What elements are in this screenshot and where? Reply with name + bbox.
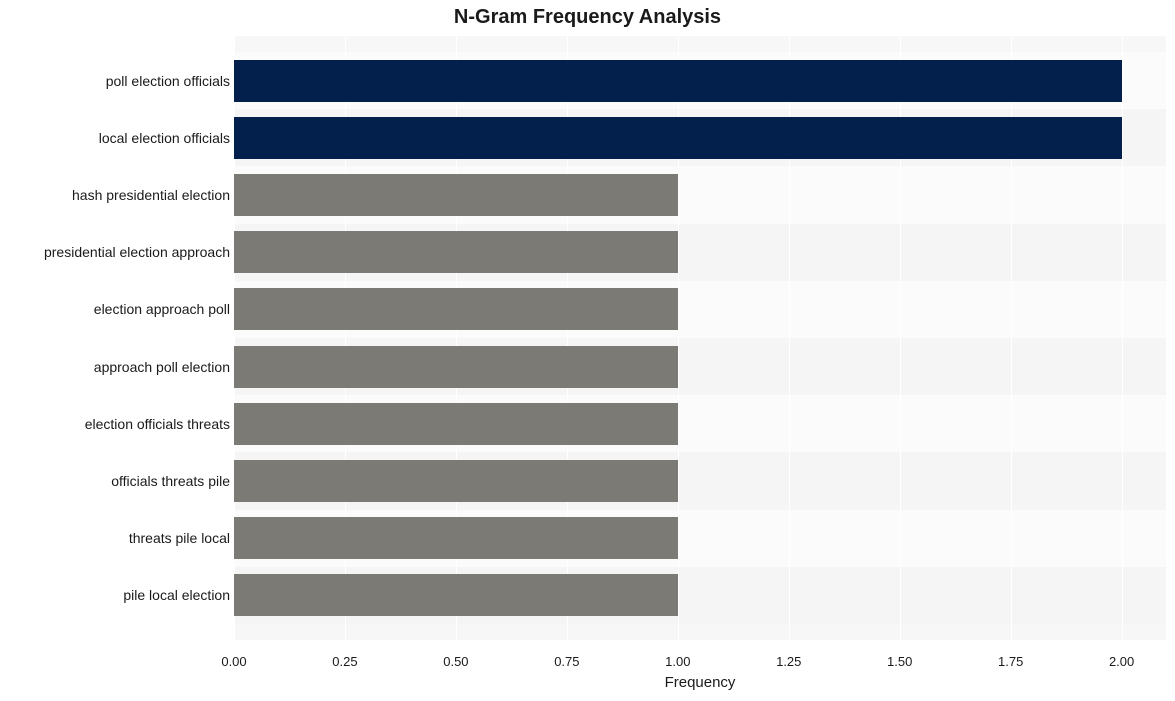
x-tick-label: 1.50 xyxy=(887,654,912,669)
x-tick-label: 1.25 xyxy=(776,654,801,669)
y-tick-label: election officials threats xyxy=(0,416,230,432)
bar xyxy=(234,517,678,559)
x-tick-label: 0.00 xyxy=(221,654,246,669)
bar xyxy=(234,174,678,216)
y-tick-label: officials threats pile xyxy=(0,473,230,489)
y-tick-label: election approach poll xyxy=(0,301,230,317)
x-axis-label: Frequency xyxy=(234,674,1166,691)
chart-container: N-Gram Frequency Analysis poll election … xyxy=(0,0,1175,701)
x-tick-label: 2.00 xyxy=(1109,654,1134,669)
bar xyxy=(234,346,678,388)
x-tick-label: 1.00 xyxy=(665,654,690,669)
bar xyxy=(234,403,678,445)
bar xyxy=(234,460,678,502)
y-tick-label: threats pile local xyxy=(0,530,230,546)
y-tick-label: poll election officials xyxy=(0,73,230,89)
grid-line xyxy=(1122,36,1123,640)
x-tick-label: 1.75 xyxy=(998,654,1023,669)
y-tick-label: local election officials xyxy=(0,130,230,146)
x-tick-label: 0.25 xyxy=(332,654,357,669)
x-tick-label: 0.75 xyxy=(554,654,579,669)
x-tick-label: 0.50 xyxy=(443,654,468,669)
bar xyxy=(234,117,1122,159)
y-axis-labels: poll election officials local election of… xyxy=(0,36,230,640)
y-tick-label: pile local election xyxy=(0,587,230,603)
bar xyxy=(234,574,678,616)
y-tick-label: presidential election approach xyxy=(0,244,230,260)
y-tick-label: hash presidential election xyxy=(0,187,230,203)
chart-title: N-Gram Frequency Analysis xyxy=(0,6,1175,29)
plot-area xyxy=(234,36,1166,640)
y-tick-label: approach poll election xyxy=(0,359,230,375)
bar xyxy=(234,60,1122,102)
bar xyxy=(234,231,678,273)
bar xyxy=(234,288,678,330)
